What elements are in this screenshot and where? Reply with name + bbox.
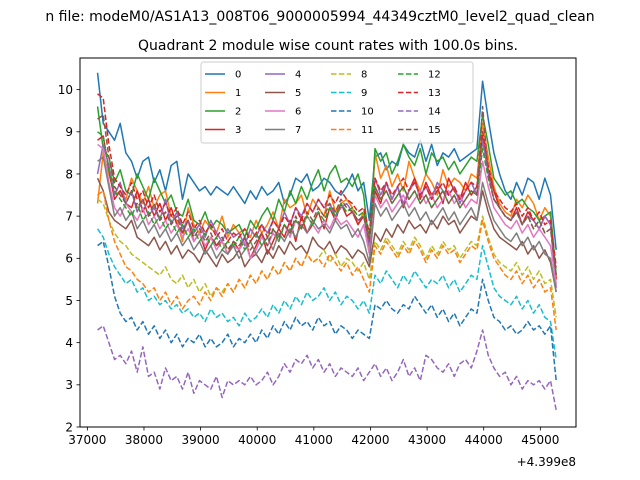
series-line-6	[97, 143, 557, 284]
x-tick-label: 41000	[295, 433, 333, 447]
axes-frame	[79, 57, 577, 428]
series-line-14	[97, 325, 557, 411]
legend-label-6: 6	[295, 107, 301, 118]
y-tick-label: 7	[65, 209, 73, 223]
series-line-10	[97, 240, 557, 381]
legend-label-0: 0	[235, 70, 241, 81]
legend-label-10: 10	[361, 107, 374, 118]
series-line-7	[97, 156, 557, 293]
legend-box	[200, 61, 474, 144]
y-tick-label: 10	[58, 83, 73, 97]
chart-title: Quadrant 2 module wise count rates with …	[138, 38, 518, 54]
x-tick-label: 40000	[238, 433, 276, 447]
series-line-15	[97, 105, 557, 276]
x-axis-offset-label: +4.399e8	[517, 455, 576, 469]
legend-label-15: 15	[428, 125, 441, 136]
series-line-2	[96, 106, 557, 276]
x-axis: 37000 38000 39000 40000 41000 42000 43000 44000…	[68, 427, 559, 447]
y-tick-label: 4	[65, 336, 73, 350]
y-tick-label: 2	[65, 420, 73, 434]
figure-suptitle: n file: modeM0/AS1A13_008T06_9000005994_…	[45, 9, 594, 25]
x-tick-label: 38000	[125, 433, 163, 447]
legend-label-14: 14	[428, 107, 441, 118]
legend-label-13: 13	[428, 88, 441, 99]
legend-label-8: 8	[361, 70, 367, 81]
series-line-9	[96, 228, 557, 360]
y-tick-label: 8	[65, 167, 73, 181]
legend-label-5: 5	[295, 88, 301, 99]
y-tick-label: 9	[65, 125, 73, 139]
series-layer	[96, 72, 557, 411]
series-line-8	[97, 198, 557, 318]
legend-label-12: 12	[428, 70, 441, 81]
legend-label-3: 3	[235, 125, 241, 136]
legend-label-7: 7	[295, 125, 301, 136]
y-axis: 2 3 4 5 6 7 8 9 10	[58, 83, 80, 434]
legend-label-11: 11	[361, 125, 374, 136]
y-tick-label: 3	[65, 378, 73, 392]
x-tick-label: 39000	[182, 433, 220, 447]
y-tick-label: 5	[65, 294, 73, 308]
series-line-11	[97, 190, 557, 331]
legend-label-1: 1	[235, 88, 241, 99]
x-tick-label: 37000	[68, 433, 106, 447]
legend-label-4: 4	[295, 70, 301, 81]
x-tick-label: 43000	[408, 433, 446, 447]
y-tick-label: 6	[65, 252, 73, 266]
series-line-12	[97, 131, 557, 272]
legend-label-2: 2	[235, 107, 241, 118]
x-tick-label: 44000	[465, 433, 503, 447]
x-tick-label: 42000	[351, 433, 389, 447]
legend-label-9: 9	[361, 88, 367, 99]
x-tick-label: 45000	[521, 433, 559, 447]
